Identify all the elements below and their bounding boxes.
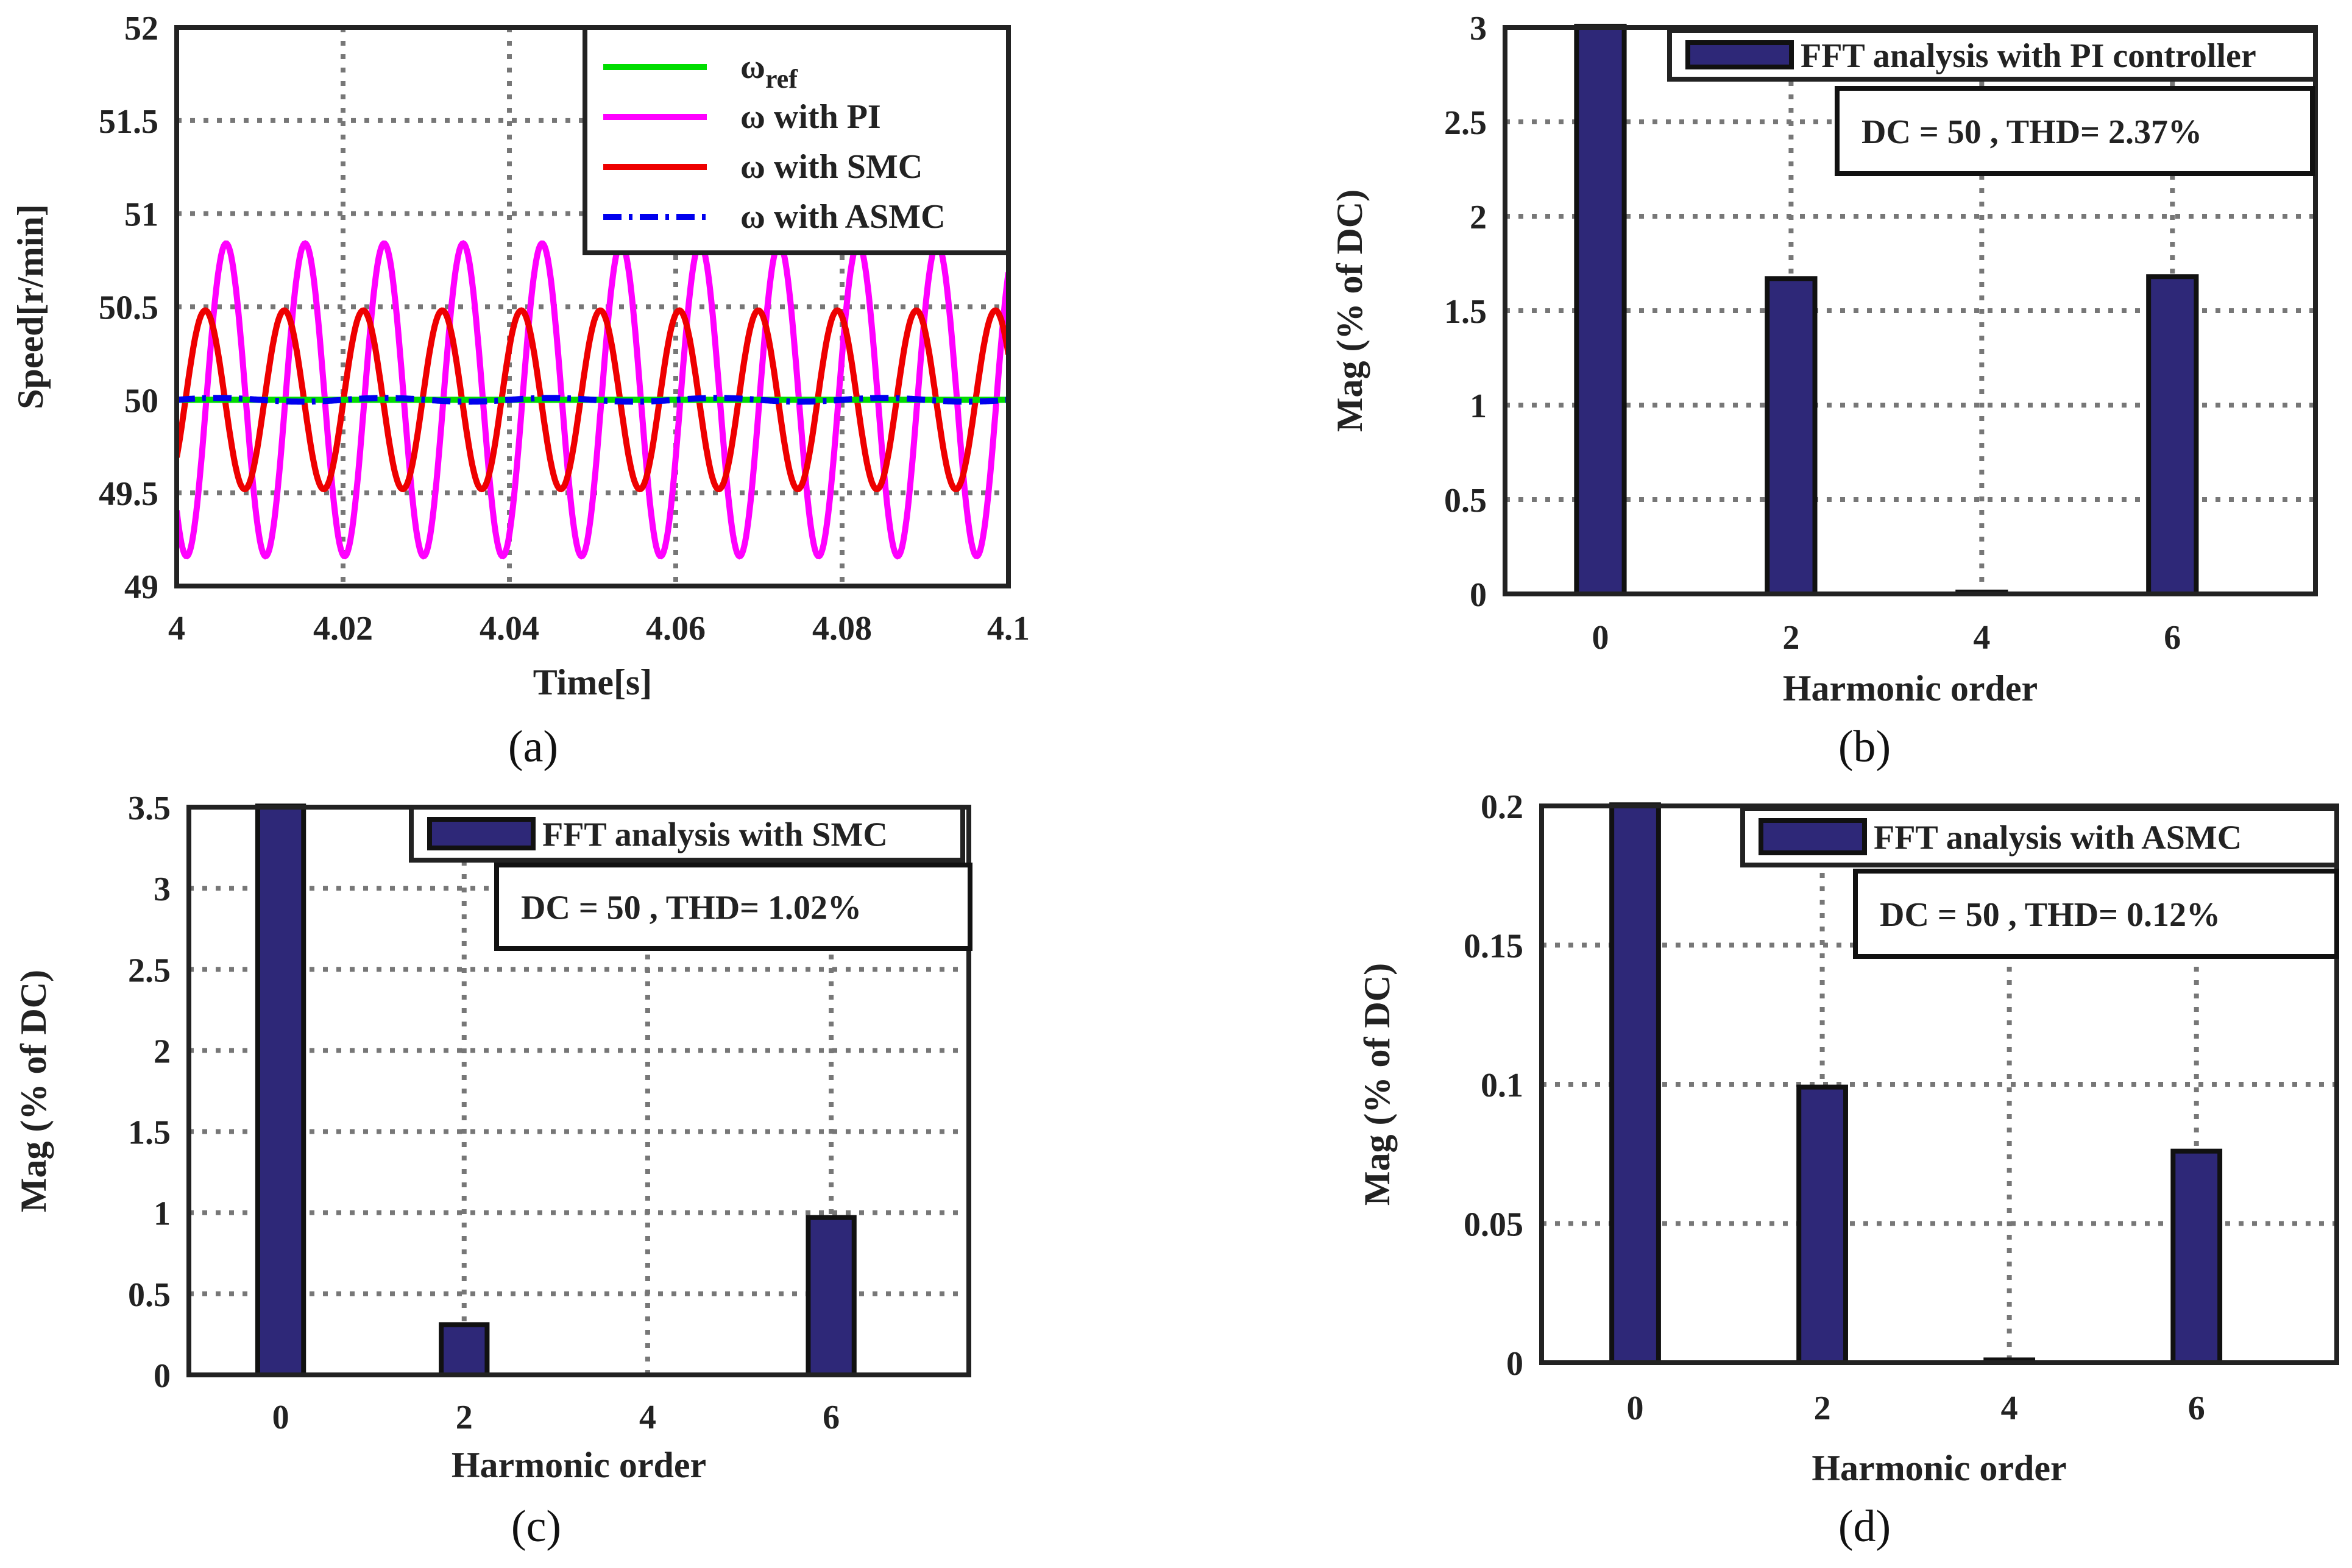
legend-swatch (1759, 818, 1867, 855)
x-tick-label: 6 (2164, 619, 2181, 657)
legend-entry-1: ω with PI (740, 98, 881, 136)
x-tick-label: 4.06 (646, 610, 706, 648)
annotation-box (494, 863, 972, 951)
y-tick-label: 51 (124, 196, 158, 234)
x-tick-label: 6 (2188, 1390, 2205, 1427)
series-line-1 (177, 240, 1008, 560)
bar (1796, 1084, 1848, 1365)
y-axis-label: Speed[r/min] (10, 204, 51, 409)
x-tick-label: 2 (1814, 1390, 1831, 1427)
chart-c: 0 0.5 1 1.5 2 2.5 3 3.5 0 2 4 6 Harmonic order Mag (%… (13, 789, 972, 1552)
y-tick-label: 0 (154, 1357, 171, 1395)
y-tick-label: 1 (1470, 387, 1487, 425)
x-tick-label: 0 (272, 1399, 289, 1436)
x-tick-label: 4.1 (987, 610, 1030, 648)
y-tick-label: 0 (1470, 576, 1487, 614)
x-tick-label: 4 (2001, 1390, 2018, 1427)
x-tick-label: 4 (639, 1399, 656, 1436)
y-tick-label: 2.5 (1444, 104, 1487, 142)
y-tick-label: 50 (124, 382, 158, 420)
legend-entry-3: ω with ASMC (740, 198, 946, 236)
y-tick-label: 51.5 (99, 103, 158, 141)
y-tick-label: 2 (1470, 199, 1487, 236)
bar (1609, 802, 1661, 1365)
panel-label: (a) (508, 722, 558, 772)
y-tick-label: 49 (124, 568, 158, 606)
x-tick-label: 2 (456, 1399, 473, 1436)
panel-label: (c) (511, 1502, 561, 1552)
legend-entry: FFT analysis with ASMC (1874, 819, 2242, 857)
y-axis-label: Mag (% of DC) (13, 970, 54, 1212)
bar (439, 1322, 490, 1377)
bar (1574, 24, 1627, 596)
legend-entry: FFT analysis with PI controller (1801, 37, 2256, 75)
x-tick-label: 0 (1627, 1390, 1644, 1427)
legend-swatch (427, 817, 536, 850)
legend-swatch (1685, 40, 1794, 69)
annotation-box (1835, 86, 2315, 176)
y-tick-label: 1.5 (1444, 293, 1487, 331)
y-tick-label: 3 (1470, 10, 1487, 48)
y-tick-label: 0.5 (128, 1276, 171, 1314)
x-axis-label: Harmonic order (1783, 668, 2038, 708)
axes-frame (1503, 25, 2318, 596)
y-tick-label: 52 (124, 10, 158, 48)
annotation-text: DC = 50 , THD= 1.02% (521, 889, 862, 927)
x-axis-label: Harmonic order (452, 1445, 706, 1485)
bar (806, 1215, 857, 1378)
y-tick-label: 1 (154, 1195, 171, 1233)
x-tick-label: 4 (168, 610, 185, 648)
x-axis-label: Time[s] (533, 662, 653, 702)
bar (2170, 1148, 2223, 1366)
y-tick-label: 0.15 (1464, 928, 1523, 966)
y-tick-label: 2 (154, 1033, 171, 1070)
y-axis-label: Mag (% of DC) (1330, 189, 1370, 432)
y-tick-label: 0.2 (1481, 788, 1523, 826)
legend-entry-2: ω with SMC (740, 148, 923, 186)
x-tick-label: 4.02 (313, 610, 373, 648)
chart-b: 0 0.5 1 1.5 2 2.5 3 0 2 4 6 Harmonic order Mag (% of… (1330, 10, 2318, 772)
bar (2146, 274, 2199, 596)
y-tick-label: 3.5 (128, 789, 171, 827)
y-tick-label: 2.5 (128, 952, 171, 989)
y-tick-label: 0.5 (1444, 482, 1487, 520)
chart-a: 49 49.5 50 50.5 51 51.5 52 4 4.02 4.04 4.06 4.08 4.1… (10, 10, 1030, 772)
y-tick-label: 49.5 (99, 475, 158, 513)
panel-label: (b) (1838, 722, 1891, 772)
y-tick-label: 1.5 (128, 1114, 171, 1152)
bar (1765, 276, 1818, 596)
series-line-3 (177, 395, 1008, 405)
series-line-2 (177, 307, 1008, 493)
x-axis-label: Harmonic order (1812, 1448, 2066, 1488)
x-tick-label: 2 (1782, 619, 1799, 657)
y-tick-label: 0.1 (1481, 1067, 1523, 1104)
legend-entry: FFT analysis with SMC (542, 816, 888, 854)
annotation-text: DC = 50 , THD= 2.37% (1861, 113, 2202, 151)
y-axis-label: Mag (% of DC) (1357, 963, 1397, 1206)
annotation-text: DC = 50 , THD= 0.12% (1880, 896, 2220, 934)
y-tick-label: 0.05 (1464, 1206, 1523, 1244)
y-tick-label: 0 (1506, 1345, 1523, 1383)
chart-d: 0 0.05 0.1 0.15 0.2 0 2 4 6 Harmonic order Mag (% … (1357, 788, 2339, 1552)
y-tick-label: 3 (154, 871, 171, 908)
annotation-box (1853, 869, 2339, 959)
panel-label: (d) (1838, 1502, 1891, 1552)
x-tick-label: 0 (1592, 619, 1609, 657)
legend-entry-0: ωref (740, 48, 798, 94)
bar (255, 803, 306, 1377)
x-tick-label: 4.04 (480, 610, 539, 648)
x-tick-label: 4.08 (812, 610, 872, 648)
x-tick-label: 4 (1973, 619, 1990, 657)
y-tick-label: 50.5 (99, 289, 158, 327)
x-tick-label: 6 (823, 1399, 840, 1436)
